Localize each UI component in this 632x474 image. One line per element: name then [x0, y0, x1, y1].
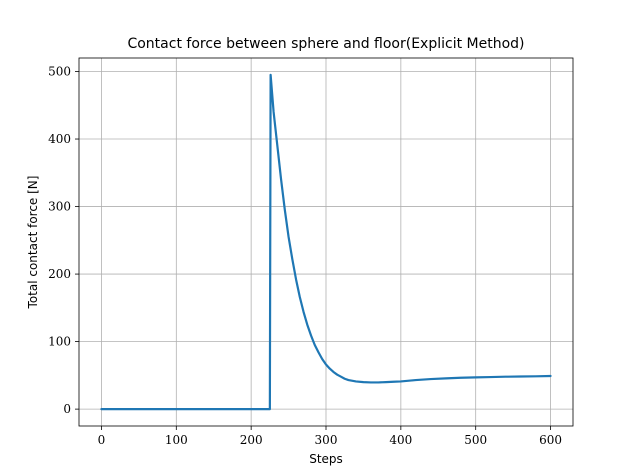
x-tick-label: 0	[98, 433, 106, 447]
y-tick-label: 0	[63, 402, 71, 416]
y-axis-label: Total contact force [N]	[26, 176, 40, 310]
y-tick-label: 300	[48, 200, 71, 214]
x-axis-label: Steps	[309, 452, 343, 466]
x-tick-label: 200	[240, 433, 263, 447]
series-layer	[100, 73, 552, 411]
chart-title: Contact force between sphere and floor(E…	[127, 36, 524, 52]
series-line	[100, 73, 552, 411]
y-tick-label: 100	[48, 335, 71, 349]
x-tick-label: 500	[464, 433, 487, 447]
x-tick-label: 300	[315, 433, 338, 447]
x-tick-label: 600	[539, 433, 562, 447]
x-tick-label: 400	[389, 433, 412, 447]
ticks: 0 100 200 300 400 500 600 0 100 200 300 400 500	[48, 65, 562, 447]
y-tick-label: 500	[48, 65, 71, 79]
y-tick-label: 200	[48, 267, 71, 281]
grid-lines	[79, 58, 573, 426]
y-tick-label: 400	[48, 132, 71, 146]
x-tick-label: 100	[165, 433, 188, 447]
